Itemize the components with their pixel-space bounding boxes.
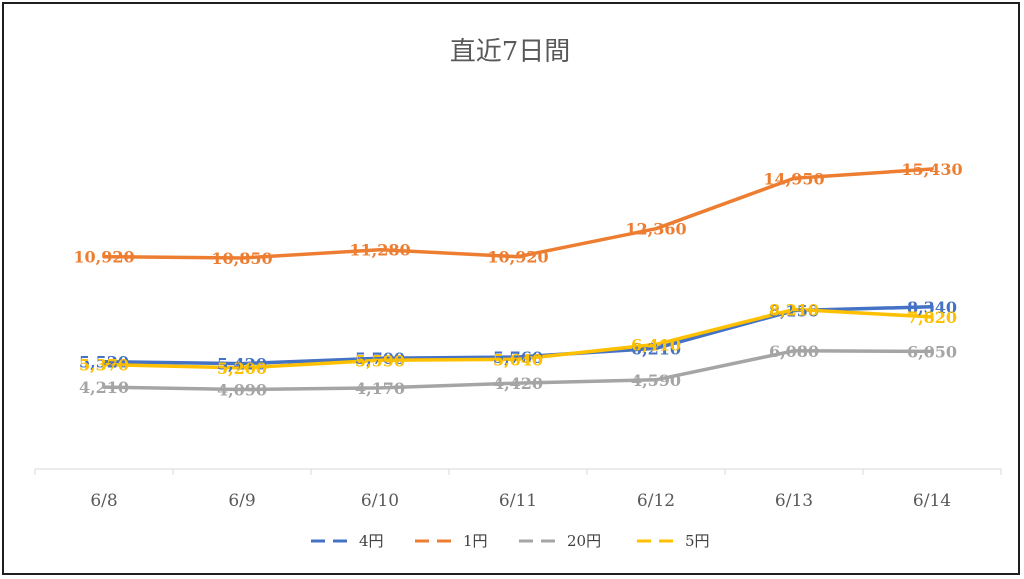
data-label: 5,760: [493, 348, 543, 367]
data-label: 6,210: [631, 339, 681, 358]
legend-label: 20円: [567, 532, 601, 550]
x-tick-label: 6/13: [775, 491, 813, 511]
data-label: 5,200: [217, 359, 267, 378]
data-label: 4,590: [631, 371, 681, 390]
data-label: 5,700: [355, 349, 405, 368]
legend-item: 4円: [311, 532, 384, 550]
line-chart: 直近7日間 6/8 6/9 6/10 6/11 6/12 6/13 6/14 5,520 5,…: [34, 37, 1002, 550]
x-tick-label: 6/9: [228, 491, 255, 511]
data-label: 8,150: [769, 302, 819, 321]
legend-item: 5円: [637, 532, 710, 550]
data-label: 6,410: [631, 335, 681, 354]
data-label: 4,210: [79, 378, 129, 397]
legend-label: 5円: [685, 532, 710, 550]
data-label: 8,210: [769, 300, 819, 319]
data-label: 10,850: [211, 249, 272, 268]
legend-label: 4円: [359, 532, 384, 550]
data-label: 5,640: [493, 350, 543, 369]
data-label: 5,420: [217, 355, 267, 374]
x-tick-label: 6/8: [90, 491, 117, 511]
x-tick-label: 6/11: [499, 491, 537, 511]
data-label: 12,360: [625, 220, 686, 239]
series-line-3: [102, 349, 934, 392]
data-label: 10,920: [487, 248, 548, 267]
x-axis: 6/8 6/9 6/10 6/11 6/12 6/13 6/14: [34, 468, 1002, 511]
x-tick-label: 6/12: [637, 491, 675, 511]
legend-label: 1円: [463, 532, 488, 550]
legend: 4円 1円 20円 5円: [311, 532, 710, 550]
data-label: 6,050: [907, 342, 957, 361]
x-tick-label: 6/10: [361, 491, 399, 511]
x-tick-label: 6/14: [913, 491, 951, 511]
chart-title: 直近7日間: [450, 37, 571, 67]
data-label: 5,520: [79, 353, 129, 372]
series-line-4: [102, 307, 934, 370]
series-line-2: [102, 167, 934, 260]
data-label: 10,920: [73, 248, 134, 267]
data-label: 5,590: [355, 351, 405, 370]
data-label: 5,370: [79, 356, 129, 375]
legend-item: 20円: [519, 532, 601, 550]
data-label: 7,820: [907, 308, 957, 327]
data-label: 14,950: [763, 169, 824, 188]
data-label: 4,420: [493, 374, 543, 393]
data-label: 8,340: [907, 298, 957, 317]
legend-item: 1円: [415, 532, 488, 550]
data-label: 6,080: [769, 342, 819, 361]
series-lines: [102, 167, 934, 392]
data-labels: 5,520 5,420 5,700 5,760 6,210 8,150 8,340 10,92…: [73, 160, 962, 400]
data-label: 11,280: [349, 241, 410, 260]
data-label: 15,430: [901, 160, 962, 179]
data-label: 4,170: [355, 379, 405, 398]
data-label: 4,090: [217, 380, 267, 399]
